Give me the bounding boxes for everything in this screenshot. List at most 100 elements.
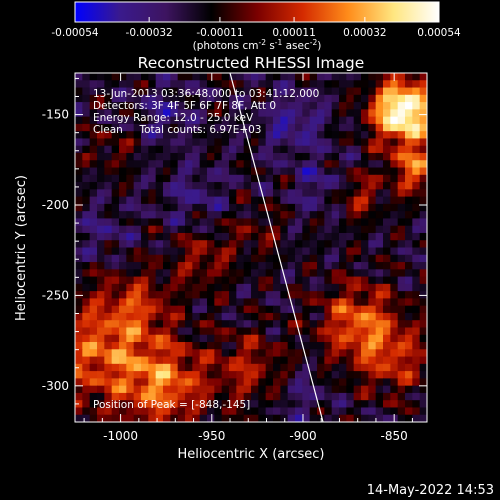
heatmap-cell [177, 102, 186, 110]
heatmap-cell [119, 203, 127, 212]
heatmap-cell [75, 138, 83, 147]
heatmap-cell [170, 203, 179, 212]
heatmap-cell [104, 174, 113, 183]
heatmap-cell [331, 262, 340, 270]
heatmap-cell [353, 138, 362, 147]
heatmap-cell [170, 414, 179, 422]
heatmap-cell [163, 378, 171, 387]
heatmap-cell [192, 262, 201, 270]
heatmap-cell [97, 298, 105, 307]
heatmap-cell [97, 334, 105, 343]
heatmap-cell [265, 211, 274, 220]
heatmap-cell [273, 73, 281, 81]
heatmap-cell [302, 363, 311, 372]
heatmap-cell [405, 109, 413, 118]
heatmap-cell [302, 160, 311, 169]
heatmap-cell [236, 87, 245, 96]
heatmap-cell [346, 305, 355, 314]
heatmap-cell [295, 131, 303, 140]
heatmap-cell [199, 232, 208, 241]
heatmap-cell [163, 182, 171, 190]
heatmap-cell [302, 349, 311, 358]
heatmap-cell [185, 269, 193, 278]
heatmap-cell [126, 291, 135, 299]
heatmap-cell [207, 349, 215, 358]
heatmap-cell [97, 254, 105, 263]
heatmap-cell [361, 174, 369, 183]
heatmap-cell [104, 73, 113, 81]
heatmap-cell [229, 182, 237, 190]
heatmap-cell [185, 392, 193, 401]
heatmap-cell [383, 182, 391, 190]
heatmap-cell [199, 174, 208, 183]
heatmap-cell [295, 269, 303, 278]
heatmap-cell [309, 87, 318, 96]
heatmap-cell [287, 349, 296, 358]
heatmap-cell [185, 291, 193, 299]
heatmap-cell [207, 160, 215, 169]
heatmap-cell [97, 276, 105, 285]
heatmap-cell [236, 145, 245, 154]
heatmap-cell [331, 73, 340, 81]
heatmap-cell [192, 334, 201, 343]
heatmap-cell [207, 203, 215, 212]
heatmap-cell [405, 298, 413, 307]
heatmap-cell [309, 131, 318, 140]
heatmap-cell [331, 312, 340, 321]
heatmap-cell [309, 269, 318, 278]
heatmap-cell [346, 174, 355, 183]
heatmap-cell [141, 152, 149, 161]
heatmap-cell [111, 254, 120, 263]
heatmap-cell [317, 131, 325, 140]
heatmap-cell [346, 160, 355, 169]
heatmap-cell [192, 167, 201, 176]
heatmap-cell [221, 196, 230, 205]
heatmap-cell [75, 342, 83, 350]
heatmap-cell [111, 109, 120, 118]
heatmap-cell [148, 312, 157, 321]
heatmap-cell [331, 189, 340, 198]
heatmap-cell [302, 312, 311, 321]
heatmap-cell [229, 407, 237, 416]
heatmap-cell [243, 196, 252, 205]
heatmap-cell [170, 276, 179, 285]
heatmap-cell [331, 349, 340, 358]
heatmap-cell [243, 356, 252, 365]
heatmap-cell [324, 342, 333, 350]
heatmap-cell [141, 327, 149, 336]
heatmap-cell [214, 94, 223, 103]
heatmap-cell [243, 116, 252, 125]
heatmap-cell [251, 305, 259, 314]
heatmap-cell [236, 94, 245, 103]
heatmap-cell [339, 312, 347, 321]
heatmap-cell [97, 167, 105, 176]
heatmap-cell [119, 305, 127, 314]
heatmap-cell [207, 312, 215, 321]
heatmap-cell [295, 305, 303, 314]
heatmap-cell [390, 174, 399, 183]
heatmap-cell [141, 109, 149, 118]
heatmap-cell [214, 363, 223, 372]
heatmap-cell [295, 254, 303, 263]
colorbar-tick-label: -0.00032 [126, 27, 173, 39]
heatmap-cell [346, 349, 355, 358]
heatmap-cell [280, 254, 289, 263]
heatmap-cell [229, 305, 237, 314]
heatmap-cell [287, 138, 296, 147]
heatmap-cell [133, 378, 142, 387]
heatmap-cell [287, 385, 296, 394]
heatmap-cell [133, 240, 142, 249]
heatmap-cell [265, 276, 274, 285]
heatmap-cell [207, 305, 215, 314]
heatmap-cell [155, 342, 164, 350]
heatmap-cell [177, 305, 186, 314]
heatmap-cell [324, 80, 333, 89]
heatmap-cell [199, 407, 208, 416]
heatmap-cell [133, 102, 142, 110]
heatmap-cell [375, 109, 384, 118]
heatmap-cell [207, 211, 215, 220]
heatmap-cell [309, 254, 318, 263]
heatmap-cell [111, 211, 120, 220]
heatmap-cell [302, 94, 311, 103]
heatmap-cell [397, 218, 406, 227]
